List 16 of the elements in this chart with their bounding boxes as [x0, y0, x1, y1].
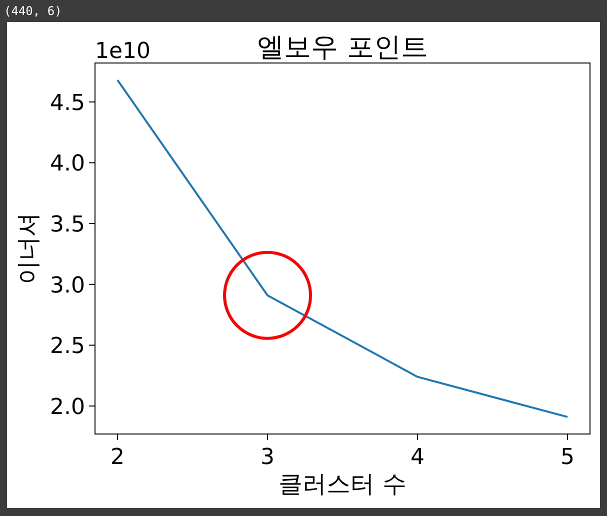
y-tick-label: 2.5	[50, 334, 85, 360]
y-tick-label: 3.0	[50, 273, 85, 298]
y-tick-label: 4.5	[50, 90, 85, 116]
y-axis-title: 이너셔	[14, 212, 42, 284]
line-series	[116, 79, 568, 418]
x-tick-label: 5	[560, 445, 574, 470]
x-tick-label: 2	[110, 445, 124, 470]
y-tick-label: 2.0	[50, 395, 85, 420]
x-axis-title: 클러스터 수	[278, 470, 406, 498]
chart-title: 엘보우 포인트	[257, 32, 428, 63]
annotation: 1e10	[95, 39, 151, 64]
y-tick-label: 4.0	[50, 152, 85, 177]
x-tick-label: 4	[410, 445, 424, 470]
text: (440, 6)	[4, 4, 62, 18]
y-tick-label: 3.5	[50, 212, 85, 238]
x-tick-label: 3	[260, 445, 274, 470]
